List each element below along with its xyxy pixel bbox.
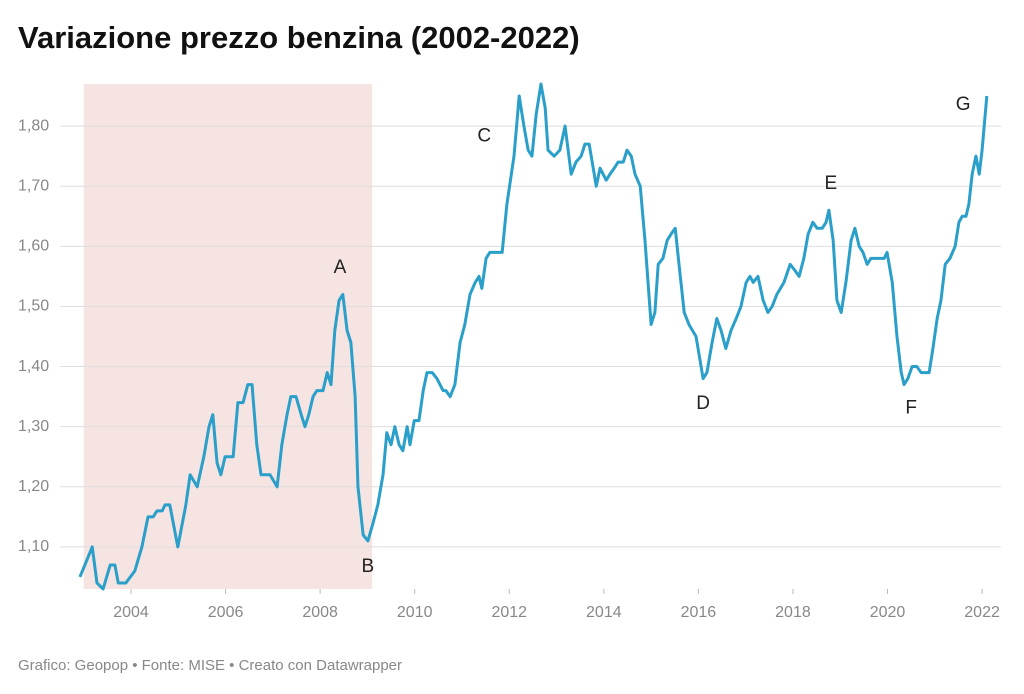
y-tick-label: 1,50: [18, 298, 49, 315]
y-tick-label: 1,70: [18, 177, 49, 194]
annotation: C: [477, 125, 491, 146]
y-tick-label: 1,10: [18, 538, 49, 555]
x-tick-label: 2022: [964, 604, 1000, 621]
chart-title: Variazione prezzo benzina (2002-2022): [18, 20, 580, 55]
x-tick-label: 2008: [302, 604, 338, 621]
x-tick-label: 2020: [870, 604, 906, 621]
x-tick-label: 2016: [681, 604, 717, 621]
y-tick-label: 1,60: [18, 238, 49, 255]
x-tick-label: 2012: [491, 604, 527, 621]
annotation: D: [696, 393, 710, 414]
y-tick-label: 1,80: [18, 117, 49, 134]
y-tick-label: 1,20: [18, 478, 49, 495]
y-tick-label: 1,30: [18, 418, 49, 435]
price-line: [78, 82, 989, 591]
x-tick-label: 2018: [775, 604, 811, 621]
source-note: Grafico: Geopop • Fonte: MISE • Creato c…: [18, 657, 402, 674]
annotation: A: [334, 257, 347, 278]
annotation: G: [956, 94, 971, 115]
x-tick-label: 2014: [586, 604, 622, 621]
x-tick-label: 2004: [113, 604, 149, 621]
y-tick-label: 1,40: [18, 358, 49, 375]
annotation: E: [824, 173, 837, 194]
annotation: B: [362, 556, 375, 577]
annotation: F: [905, 398, 917, 419]
highlight-band: [83, 84, 373, 589]
x-tick-label: 2010: [397, 604, 433, 621]
x-tick-label: 2006: [208, 604, 244, 621]
